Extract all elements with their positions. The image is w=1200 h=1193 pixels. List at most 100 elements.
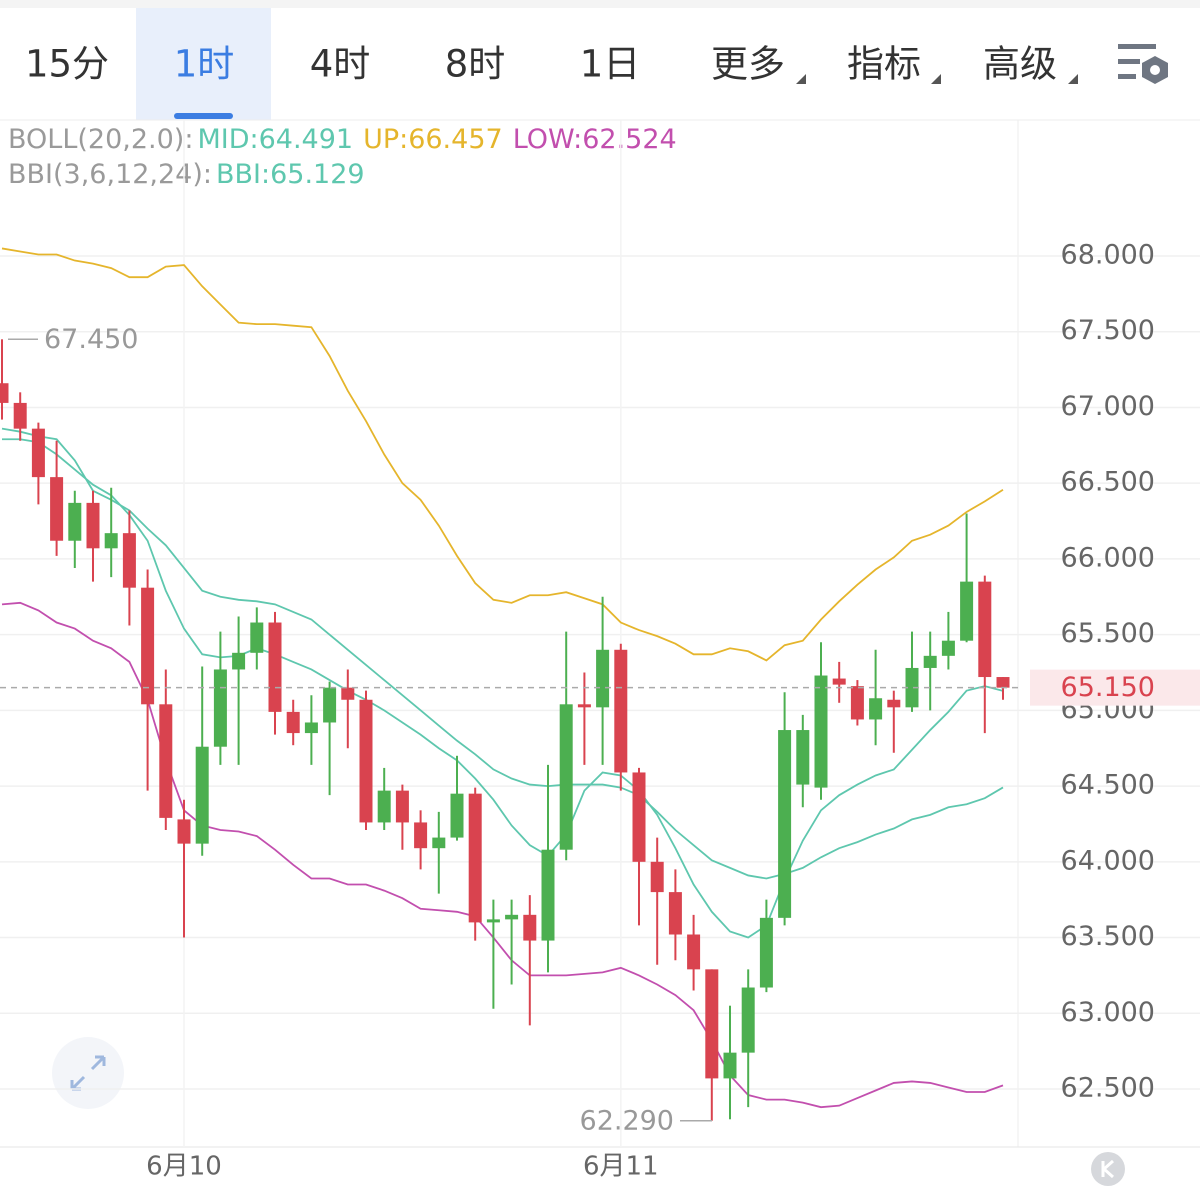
y-tick-label: 63.000	[1061, 997, 1155, 1028]
legend-group: BBI(3,6,12,24):	[8, 159, 212, 190]
y-tick-label: 66.500	[1061, 467, 1155, 498]
candle-body	[450, 793, 464, 838]
candle-body	[359, 699, 373, 823]
candle-body	[104, 533, 118, 549]
tab[interactable]: 指标	[847, 43, 921, 86]
candle-body	[650, 861, 664, 893]
tab[interactable]: 更多	[711, 43, 785, 86]
candle-body	[596, 649, 610, 708]
candle-body	[705, 969, 719, 1079]
tab[interactable]: 4时	[310, 43, 371, 86]
expand-button[interactable]	[52, 1037, 124, 1109]
candle-body	[941, 640, 955, 656]
candle-body	[268, 622, 282, 712]
candle-body	[377, 790, 391, 823]
dropdown-arrow	[1068, 74, 1078, 84]
candle-body	[486, 919, 500, 923]
tab[interactable]: 1时	[174, 43, 235, 86]
candle-body	[432, 837, 446, 849]
x-tick-label: 6月11	[583, 1152, 659, 1182]
legend-group: BOLL(20,2.0):	[8, 124, 193, 155]
candle-body	[395, 790, 409, 823]
candle-body	[86, 502, 100, 549]
candle-body	[687, 934, 701, 970]
candle-body	[195, 746, 209, 844]
y-tick-label: 64.000	[1061, 845, 1155, 876]
candle-body	[632, 772, 646, 862]
legend-entry: UP:66.457	[363, 124, 503, 155]
candle-body	[505, 914, 519, 920]
candle-body	[796, 730, 810, 785]
last-price-label: 65.150	[1061, 672, 1155, 703]
candle-body	[13, 402, 27, 429]
indicator-lines	[1, 247, 1004, 1109]
candle-body	[468, 793, 482, 923]
low-marker-label: 62.290	[580, 1105, 674, 1136]
candle-body	[141, 587, 155, 705]
candle-body	[286, 711, 300, 734]
y-tick-label: 63.500	[1061, 921, 1155, 952]
candle-body	[177, 819, 191, 844]
high-marker-label: 67.450	[44, 324, 138, 355]
candle-body	[250, 622, 264, 653]
candle-body	[68, 502, 82, 541]
candle-body	[614, 649, 628, 773]
indicator-line	[1, 427, 1004, 880]
tab[interactable]: 8时	[445, 43, 506, 86]
y-tick-label: 64.500	[1061, 770, 1155, 801]
k-button[interactable]	[1091, 1152, 1125, 1186]
last-price-box	[1030, 669, 1200, 706]
candle-body	[213, 669, 227, 747]
candle-body	[723, 1052, 737, 1079]
candle-body	[996, 677, 1010, 688]
candle-body	[0, 383, 9, 403]
candle-body	[541, 849, 555, 941]
y-tick-label: 67.500	[1061, 315, 1155, 346]
tab[interactable]: 1日	[580, 43, 641, 86]
candle-body	[887, 699, 901, 708]
candle-body	[122, 533, 136, 588]
candle-body	[50, 477, 64, 541]
indicator-line	[2, 438, 1004, 939]
candle-body	[869, 698, 883, 720]
candle-body	[668, 892, 682, 935]
candle-body	[978, 581, 992, 678]
legend-entry: MID:64.491	[197, 124, 353, 155]
dropdown-arrow	[931, 74, 941, 84]
y-tick-label: 65.500	[1061, 618, 1155, 649]
candles	[0, 339, 1010, 1121]
tab-selected-bg	[136, 8, 271, 120]
legend-row: BBI(3,6,12,24): BBI:65.129	[8, 159, 365, 190]
y-tick-label: 66.000	[1061, 542, 1155, 573]
candle-body	[523, 914, 537, 941]
tab[interactable]: 15分	[25, 43, 109, 86]
candle-body	[304, 722, 318, 734]
candle-body	[814, 675, 828, 788]
legend-row: BOLL(20,2.0): MID:64.491 UP:66.457 LOW:62.5…	[8, 124, 677, 155]
candle-body	[741, 987, 755, 1053]
candle-body	[923, 655, 937, 668]
candle-body	[341, 687, 355, 700]
candle-body	[414, 822, 428, 849]
indicator-line	[1, 247, 1004, 662]
candle-body	[832, 678, 846, 685]
candle-body	[577, 704, 591, 708]
settings-icon[interactable]	[1118, 44, 1168, 84]
y-tick-label: 67.000	[1061, 391, 1155, 422]
candle-body	[559, 704, 573, 850]
legend-entry: BBI:65.129	[216, 159, 365, 190]
candle-body	[159, 704, 173, 818]
candle-body	[323, 687, 337, 723]
status-strip	[0, 0, 1200, 8]
y-tick-label: 62.500	[1061, 1072, 1155, 1103]
tab[interactable]: 高级	[983, 43, 1057, 86]
y-tick-label: 68.000	[1061, 240, 1155, 271]
candle-body	[850, 686, 864, 720]
candle-body	[232, 652, 246, 670]
candle-body	[31, 428, 45, 478]
candle-body	[778, 730, 792, 918]
tab-underline	[174, 113, 233, 119]
candle-body	[759, 917, 773, 988]
